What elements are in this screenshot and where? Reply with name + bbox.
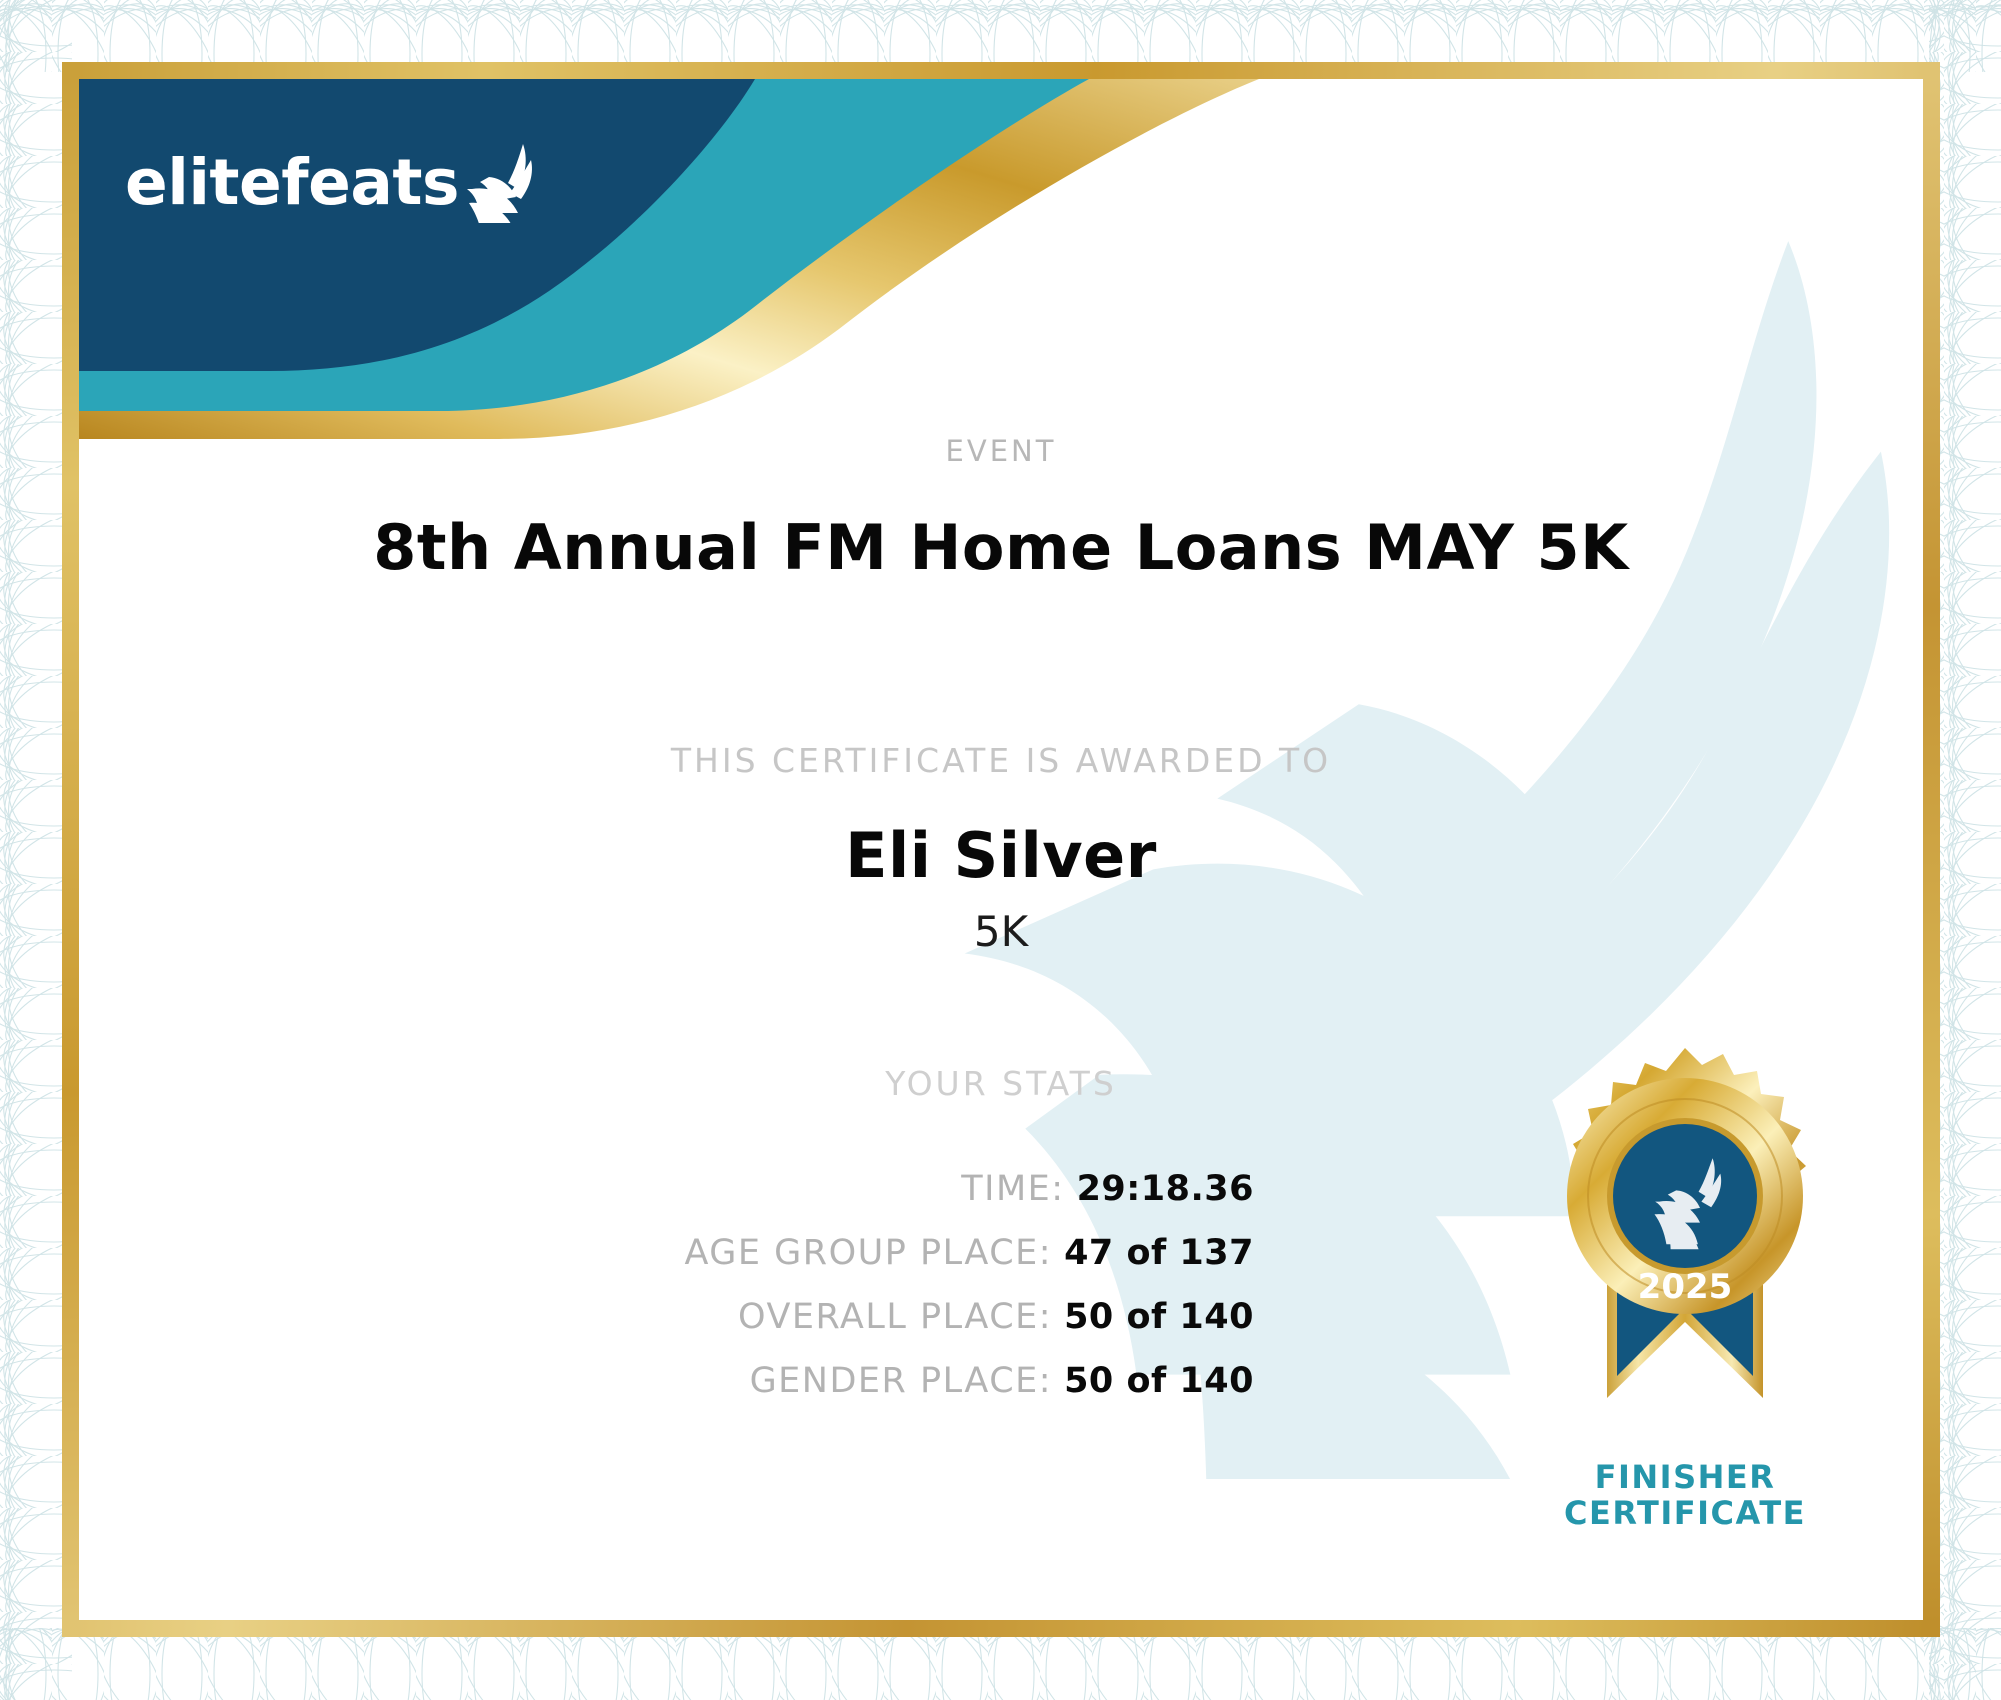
- stat-value: 47 of 137: [1064, 1233, 1254, 1273]
- finisher-seal: 2025 FINISHER CERTIFICATE: [1525, 1046, 1845, 1532]
- header-curve-decoration: [79, 79, 1259, 439]
- stat-row-overall-place: OVERALL PLACE: 50 of 140: [79, 1297, 1254, 1337]
- seal-caption-line1: FINISHER: [1594, 1458, 1776, 1497]
- medal-seal-icon: 2025: [1567, 1048, 1806, 1399]
- stat-row-gender-place: GENDER PLACE: 50 of 140: [79, 1361, 1254, 1401]
- seal-caption: FINISHER CERTIFICATE: [1525, 1460, 1845, 1532]
- seal-caption-line2: CERTIFICATE: [1564, 1494, 1806, 1533]
- stat-value: 29:18.36: [1076, 1169, 1254, 1209]
- stat-label: OVERALL PLACE:: [738, 1297, 1053, 1337]
- stat-label: AGE GROUP PLACE:: [684, 1233, 1053, 1273]
- stat-label: GENDER PLACE:: [749, 1361, 1053, 1401]
- race-distance: 5K: [973, 907, 1029, 956]
- stat-row-age-group-place: AGE GROUP PLACE: 47 of 137: [79, 1233, 1254, 1273]
- event-title: 8th Annual FM Home Loans MAY 5K: [373, 511, 1629, 584]
- seal-year: 2025: [1638, 1267, 1733, 1307]
- gold-frame-border: elitefeats EVENT 8th Annual FM Home Loan…: [62, 62, 1940, 1637]
- logo-wordmark: elitefeats: [125, 145, 460, 219]
- stat-value: 50 of 140: [1064, 1361, 1254, 1401]
- stat-value: 50 of 140: [1064, 1297, 1254, 1337]
- awarded-to-label: THIS CERTIFICATE IS AWARDED TO: [670, 741, 1332, 780]
- stats-list: TIME: 29:18.36 AGE GROUP PLACE: 47 of 13…: [79, 1169, 1254, 1425]
- certificate-body: elitefeats EVENT 8th Annual FM Home Loan…: [79, 79, 1923, 1620]
- stat-row-time: TIME: 29:18.36: [79, 1169, 1254, 1209]
- stat-label: TIME:: [961, 1169, 1065, 1209]
- recipient-name: Eli Silver: [845, 819, 1157, 892]
- elitefeats-logo: elitefeats: [125, 141, 539, 223]
- winged-foot-icon: [467, 144, 533, 223]
- event-label: EVENT: [945, 434, 1057, 468]
